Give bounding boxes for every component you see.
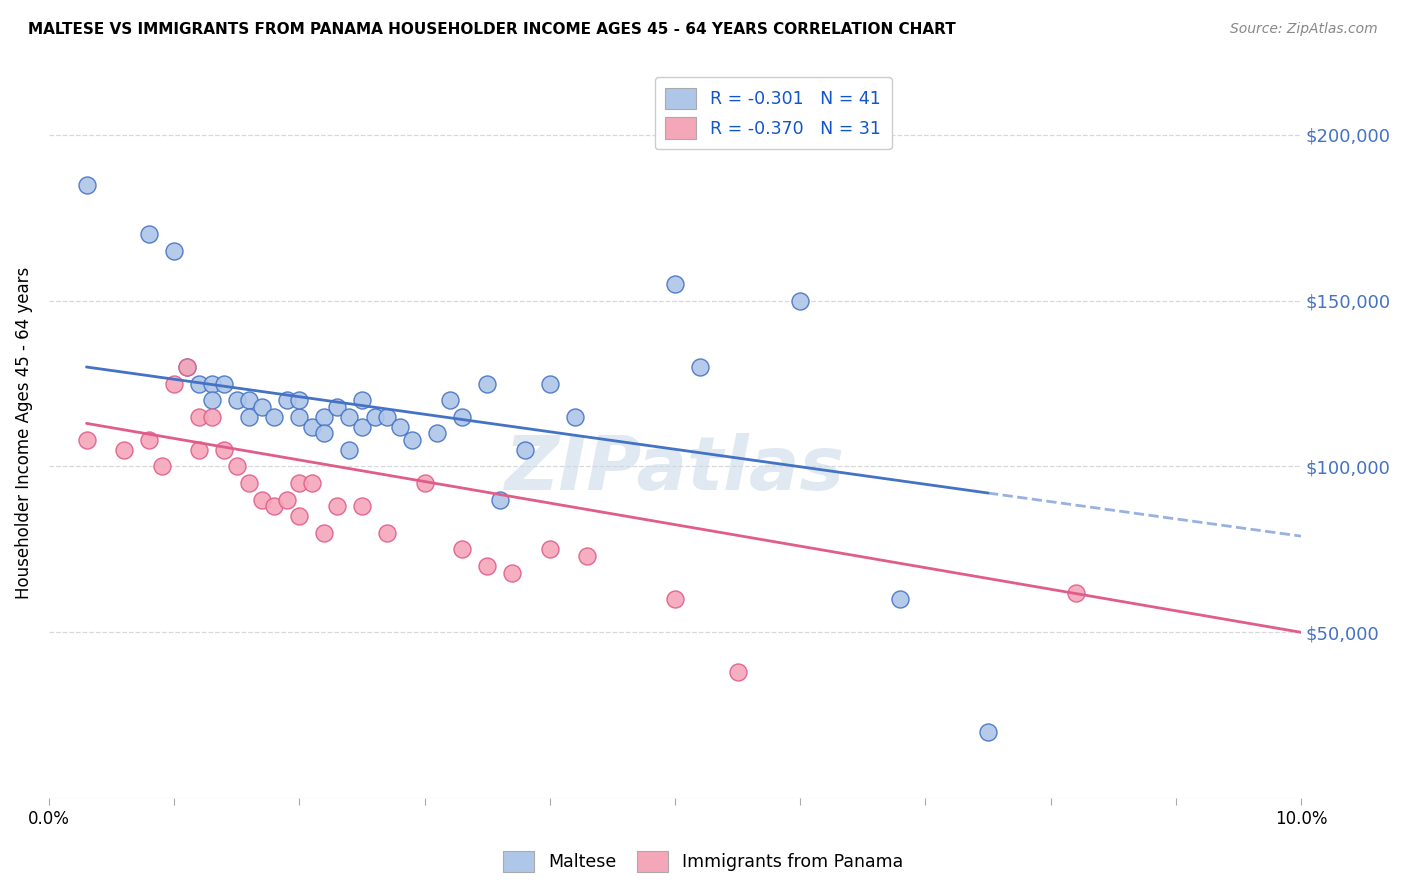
Point [576, 549, 599, 563]
Point [301, 476, 323, 491]
Point [350, 393, 373, 408]
Point [1064, 585, 1087, 599]
Point [288, 393, 311, 408]
Point [263, 409, 285, 424]
Point [413, 476, 436, 491]
Point [138, 433, 160, 447]
Point [225, 459, 247, 474]
Point [375, 525, 398, 540]
Point [188, 409, 211, 424]
Point [401, 433, 423, 447]
Point [363, 409, 385, 424]
Point [112, 442, 135, 457]
Text: Source: ZipAtlas.com: Source: ZipAtlas.com [1230, 22, 1378, 37]
Point [451, 409, 474, 424]
Point [789, 293, 811, 308]
Point [263, 500, 285, 514]
Point [238, 476, 260, 491]
Legend: Maltese, Immigrants from Panama: Maltese, Immigrants from Panama [496, 844, 910, 879]
Point [288, 509, 311, 524]
Text: ZIPatlas: ZIPatlas [505, 434, 845, 507]
Point [426, 426, 449, 441]
Point [301, 419, 323, 434]
Point [477, 559, 499, 574]
Point [176, 359, 198, 374]
Point [477, 376, 499, 391]
Point [214, 376, 236, 391]
Point [188, 442, 211, 457]
Point [350, 419, 373, 434]
Point [488, 492, 510, 507]
Point [288, 476, 311, 491]
Point [439, 393, 461, 408]
Point [314, 525, 336, 540]
Point [889, 592, 911, 607]
Point [326, 500, 349, 514]
Point [138, 227, 160, 242]
Point [375, 409, 398, 424]
Point [276, 492, 298, 507]
Point [250, 400, 273, 414]
Point [326, 400, 349, 414]
Point [664, 592, 686, 607]
Point [538, 542, 561, 557]
Point [214, 442, 236, 457]
Point [388, 419, 411, 434]
Point [225, 393, 247, 408]
Point [176, 359, 198, 374]
Point [977, 724, 1000, 739]
Point [664, 277, 686, 291]
Point [513, 442, 536, 457]
Point [689, 359, 711, 374]
Point [201, 409, 224, 424]
Text: MALTESE VS IMMIGRANTS FROM PANAMA HOUSEHOLDER INCOME AGES 45 - 64 YEARS CORRELAT: MALTESE VS IMMIGRANTS FROM PANAMA HOUSEH… [28, 22, 956, 37]
Point [339, 409, 361, 424]
Point [288, 409, 311, 424]
Point [501, 566, 523, 580]
Point [76, 178, 98, 192]
Point [564, 409, 586, 424]
Point [238, 409, 260, 424]
Point [451, 542, 474, 557]
Point [339, 442, 361, 457]
Point [163, 244, 186, 258]
Point [538, 376, 561, 391]
Point [314, 409, 336, 424]
Y-axis label: Householder Income Ages 45 - 64 years: Householder Income Ages 45 - 64 years [15, 268, 32, 599]
Point [163, 376, 186, 391]
Point [150, 459, 173, 474]
Legend: R = -0.301   N = 41, R = -0.370   N = 31: R = -0.301 N = 41, R = -0.370 N = 31 [655, 78, 891, 149]
Point [276, 393, 298, 408]
Point [238, 393, 260, 408]
Point [188, 376, 211, 391]
Point [76, 433, 98, 447]
Point [250, 492, 273, 507]
Point [314, 426, 336, 441]
Point [201, 393, 224, 408]
Point [727, 665, 749, 679]
Point [201, 376, 224, 391]
Point [350, 500, 373, 514]
